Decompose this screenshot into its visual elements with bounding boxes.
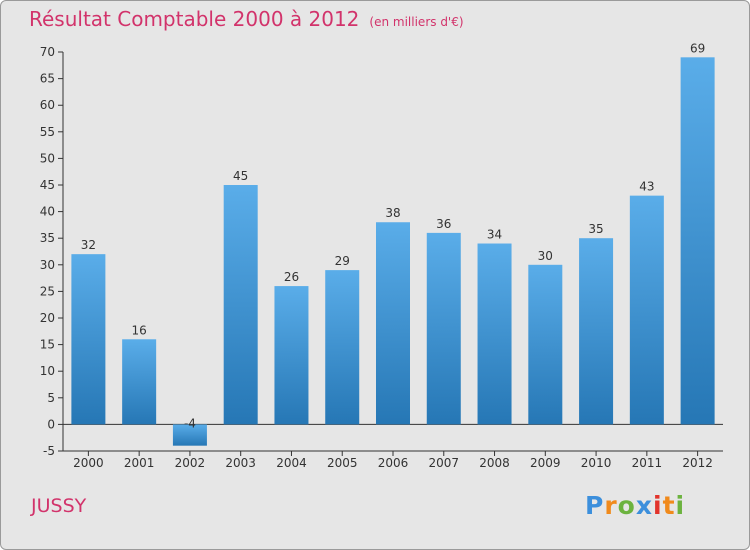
x-tick-label-2008: 2008 <box>479 456 510 470</box>
x-tick-label-2001: 2001 <box>124 456 155 470</box>
bar-2000 <box>71 254 106 425</box>
bar-2004 <box>274 286 309 425</box>
y-tick-label: 30 <box>40 258 55 272</box>
chart-subtitle: (en milliers d'€) <box>369 15 464 29</box>
y-tick-label: 20 <box>40 311 55 325</box>
y-tick-label: 25 <box>40 284 55 298</box>
y-tick-label: 45 <box>40 178 55 192</box>
value-label-2006: 38 <box>385 206 400 220</box>
bar-2008 <box>477 243 512 425</box>
chart-title: Résultat Comptable 2000 à 2012 (en millie… <box>29 7 464 31</box>
value-label-2009: 30 <box>538 249 553 263</box>
value-label-2005: 29 <box>335 254 350 268</box>
x-tick-label-2005: 2005 <box>327 456 358 470</box>
bar-2010 <box>579 238 614 425</box>
y-tick-label: 0 <box>47 417 55 431</box>
value-label-2010: 35 <box>588 222 603 236</box>
bar-2007 <box>426 232 461 425</box>
value-label-2012: 69 <box>690 41 705 55</box>
bar-2006 <box>376 222 410 425</box>
bar-2003 <box>223 185 258 425</box>
y-tick-label: 70 <box>40 45 55 59</box>
x-tick-label-2004: 2004 <box>276 456 307 470</box>
y-tick-label: -5 <box>43 444 55 458</box>
bar-2005 <box>325 270 360 425</box>
value-label-2001: 16 <box>132 323 147 337</box>
y-tick-label: 15 <box>40 338 55 352</box>
y-tick-label: 65 <box>40 72 55 86</box>
x-tick-label-2002: 2002 <box>175 456 206 470</box>
value-label-2004: 26 <box>284 270 299 284</box>
bar-2002 <box>172 424 207 446</box>
x-tick-label-2010: 2010 <box>581 456 612 470</box>
bar-2009 <box>528 264 563 425</box>
x-tick-label-2009: 2009 <box>530 456 561 470</box>
value-label-2000: 32 <box>81 238 96 252</box>
proxiti-logo: Proxiti <box>585 491 686 520</box>
bar-2011 <box>629 195 664 425</box>
value-label-2008: 34 <box>487 228 502 242</box>
y-tick-label: 10 <box>40 364 55 378</box>
bar-2001 <box>122 339 157 425</box>
x-tick-label-2012: 2012 <box>682 456 713 470</box>
x-tick-label-2011: 2011 <box>632 456 663 470</box>
value-label-2011: 43 <box>639 180 654 194</box>
chart-title-text: Résultat Comptable 2000 à 2012 <box>29 7 360 31</box>
value-label-2003: 45 <box>233 169 248 183</box>
y-tick-label: 50 <box>40 151 55 165</box>
x-tick-label-2006: 2006 <box>378 456 409 470</box>
y-tick-label: 60 <box>40 98 55 112</box>
y-tick-label: 40 <box>40 205 55 219</box>
x-tick-label-2007: 2007 <box>428 456 459 470</box>
y-tick-label: 55 <box>40 125 55 139</box>
value-label-2002: -4 <box>184 416 196 430</box>
value-label-2007: 36 <box>436 217 451 231</box>
y-tick-label: 5 <box>47 391 55 405</box>
bar-2012 <box>680 57 715 425</box>
location-label: JUSSY <box>31 495 87 517</box>
x-tick-label-2000: 2000 <box>73 456 104 470</box>
x-tick-label-2003: 2003 <box>225 456 256 470</box>
y-tick-label: 35 <box>40 231 55 245</box>
